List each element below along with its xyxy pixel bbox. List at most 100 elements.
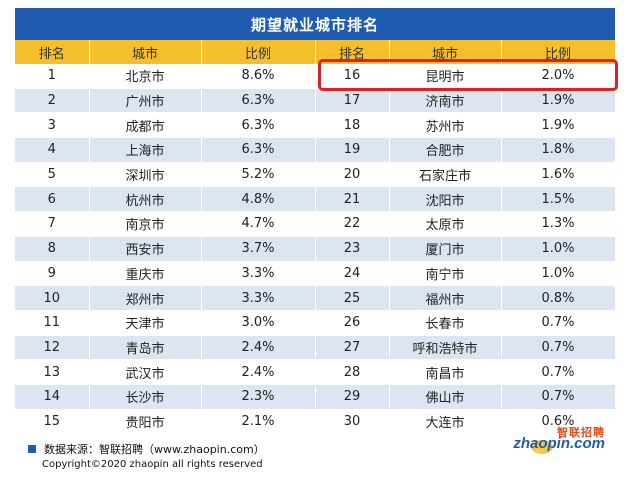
city-cell: 苏州市 — [389, 112, 502, 139]
table-row: 8 西安市 3.7% 23 厦门市 1.0% — [15, 236, 616, 262]
rank-cell: 30 — [315, 409, 390, 435]
ratio-cell: 8.6% — [201, 64, 316, 89]
ratio-cell: 0.6% — [501, 409, 616, 435]
table-row: 2 广州市 6.3% 17 济南市 1.9% — [15, 88, 616, 114]
rank-cell: 22 — [315, 211, 390, 237]
table-row: 1 北京市 8.6% 16 昆明市 2.0% — [15, 64, 616, 89]
city-cell: 福州市 — [389, 285, 502, 311]
table-row: 13 武汉市 2.4% 28 南昌市 0.7% — [15, 359, 616, 385]
city-cell: 济南市 — [389, 88, 502, 114]
rank-cell: 23 — [315, 236, 390, 262]
rank-cell: 3 — [15, 112, 90, 139]
city-cell: 太原市 — [389, 211, 502, 237]
source-text: 数据来源：智联招聘（www.zhaopin.com） — [44, 443, 265, 456]
city-cell: 石家庄市 — [389, 162, 502, 188]
rank-cell: 27 — [315, 335, 390, 361]
city-cell: 大连市 — [389, 409, 502, 435]
header-ratio-left: 比例 — [201, 40, 316, 64]
rank-cell: 15 — [15, 409, 90, 435]
rank-cell: 28 — [315, 359, 390, 385]
rank-cell: 21 — [315, 186, 390, 213]
table-row: 4 上海市 6.3% 19 合肥市 1.8% — [15, 137, 616, 163]
ratio-cell: 1.9% — [501, 88, 616, 114]
table-row: 9 重庆市 3.3% 24 南宁市 1.0% — [15, 261, 616, 287]
rank-cell: 2 — [15, 88, 90, 114]
ratio-cell: 2.1% — [201, 409, 316, 435]
rank-cell: 17 — [315, 88, 390, 114]
city-cell: 昆明市 — [389, 64, 502, 89]
city-cell: 郑州市 — [89, 285, 202, 311]
table-row: 14 长沙市 2.3% 29 佛山市 0.7% — [15, 384, 616, 410]
city-cell: 长春市 — [389, 310, 502, 336]
header-city-left: 城市 — [89, 40, 202, 64]
table-row: 12 青岛市 2.4% 27 呼和浩特市 0.7% — [15, 335, 616, 361]
logo-swoosh-icon — [531, 440, 553, 454]
ratio-cell: 4.7% — [201, 211, 316, 237]
city-ranking-table: 排名 城市 比例 排名 城市 比例 1 北京市 8.6% 16 昆明市 2.0% 2 广州市 6… — [15, 40, 616, 435]
city-cell: 贵阳市 — [89, 409, 202, 435]
ratio-cell: 3.3% — [201, 261, 316, 287]
city-cell: 北京市 — [89, 64, 202, 89]
ratio-cell: 1.9% — [501, 112, 616, 139]
bullet-square-icon — [28, 445, 36, 453]
table-row: 15 贵阳市 2.1% 30 大连市 0.6% — [15, 409, 616, 435]
rank-cell: 20 — [315, 162, 390, 188]
rank-cell: 24 — [315, 261, 390, 287]
rank-cell: 25 — [315, 285, 390, 311]
ranking-table-container: 期望就业城市排名 排名 城市 比例 排名 城市 比例 1 北京市 8.6% 16 昆明市… — [15, 8, 616, 435]
city-cell: 天津市 — [89, 310, 202, 336]
table-title: 期望就业城市排名 — [15, 8, 615, 40]
ratio-cell: 2.4% — [201, 359, 316, 385]
city-cell: 厦门市 — [389, 236, 502, 262]
rank-cell: 1 — [15, 64, 90, 89]
city-cell: 成都市 — [89, 112, 202, 139]
ratio-cell: 0.7% — [501, 359, 616, 385]
rank-cell: 16 — [315, 64, 390, 89]
ratio-cell: 1.0% — [501, 236, 616, 262]
city-cell: 西安市 — [89, 236, 202, 262]
table-body: 1 北京市 8.6% 16 昆明市 2.0% 2 广州市 6.3% 17 济南市 1.9% 3 成都市 6.… — [15, 64, 616, 435]
ratio-cell: 1.3% — [501, 211, 616, 237]
city-cell: 青岛市 — [89, 335, 202, 361]
ratio-cell: 6.3% — [201, 112, 316, 139]
copyright-text: Copyright©2020 zhaopin all rights reserv… — [42, 459, 263, 470]
city-cell: 南宁市 — [389, 261, 502, 287]
rank-cell: 11 — [15, 310, 90, 336]
city-cell: 深圳市 — [89, 162, 202, 188]
rank-cell: 9 — [15, 261, 90, 287]
ratio-cell: 1.0% — [501, 261, 616, 287]
table-row: 10 郑州市 3.3% 25 福州市 0.8% — [15, 285, 616, 311]
ratio-cell: 1.5% — [501, 186, 616, 213]
rank-cell: 5 — [15, 162, 90, 188]
ratio-cell: 3.0% — [201, 310, 316, 336]
ratio-cell: 3.7% — [201, 236, 316, 262]
ratio-cell: 4.8% — [201, 186, 316, 213]
rank-cell: 12 — [15, 335, 90, 361]
ratio-cell: 1.8% — [501, 137, 616, 163]
rank-cell: 6 — [15, 186, 90, 213]
rank-cell: 18 — [315, 112, 390, 139]
rank-cell: 8 — [15, 236, 90, 262]
logo-en-text: zhaopin.com — [513, 435, 605, 452]
ratio-cell: 6.3% — [201, 88, 316, 114]
header-ratio-right: 比例 — [501, 40, 616, 64]
header-rank-right: 排名 — [315, 40, 390, 64]
city-cell: 佛山市 — [389, 384, 502, 410]
ratio-cell: 1.6% — [501, 162, 616, 188]
city-cell: 呼和浩特市 — [389, 335, 502, 361]
table-row: 5 深圳市 5.2% 20 石家庄市 1.6% — [15, 162, 616, 188]
city-cell: 沈阳市 — [389, 186, 502, 213]
city-cell: 合肥市 — [389, 137, 502, 163]
table-header-row: 排名 城市 比例 排名 城市 比例 — [15, 40, 616, 64]
ratio-cell: 5.2% — [201, 162, 316, 188]
city-cell: 长沙市 — [89, 384, 202, 410]
rank-cell: 13 — [15, 359, 90, 385]
ratio-cell: 0.7% — [501, 335, 616, 361]
ratio-cell: 0.8% — [501, 285, 616, 311]
header-rank-left: 排名 — [15, 40, 90, 64]
table-row: 7 南京市 4.7% 22 太原市 1.3% — [15, 211, 616, 237]
ratio-cell: 6.3% — [201, 137, 316, 163]
ratio-cell: 2.0% — [501, 64, 616, 89]
table-row: 3 成都市 6.3% 18 苏州市 1.9% — [15, 112, 616, 139]
city-cell: 重庆市 — [89, 261, 202, 287]
